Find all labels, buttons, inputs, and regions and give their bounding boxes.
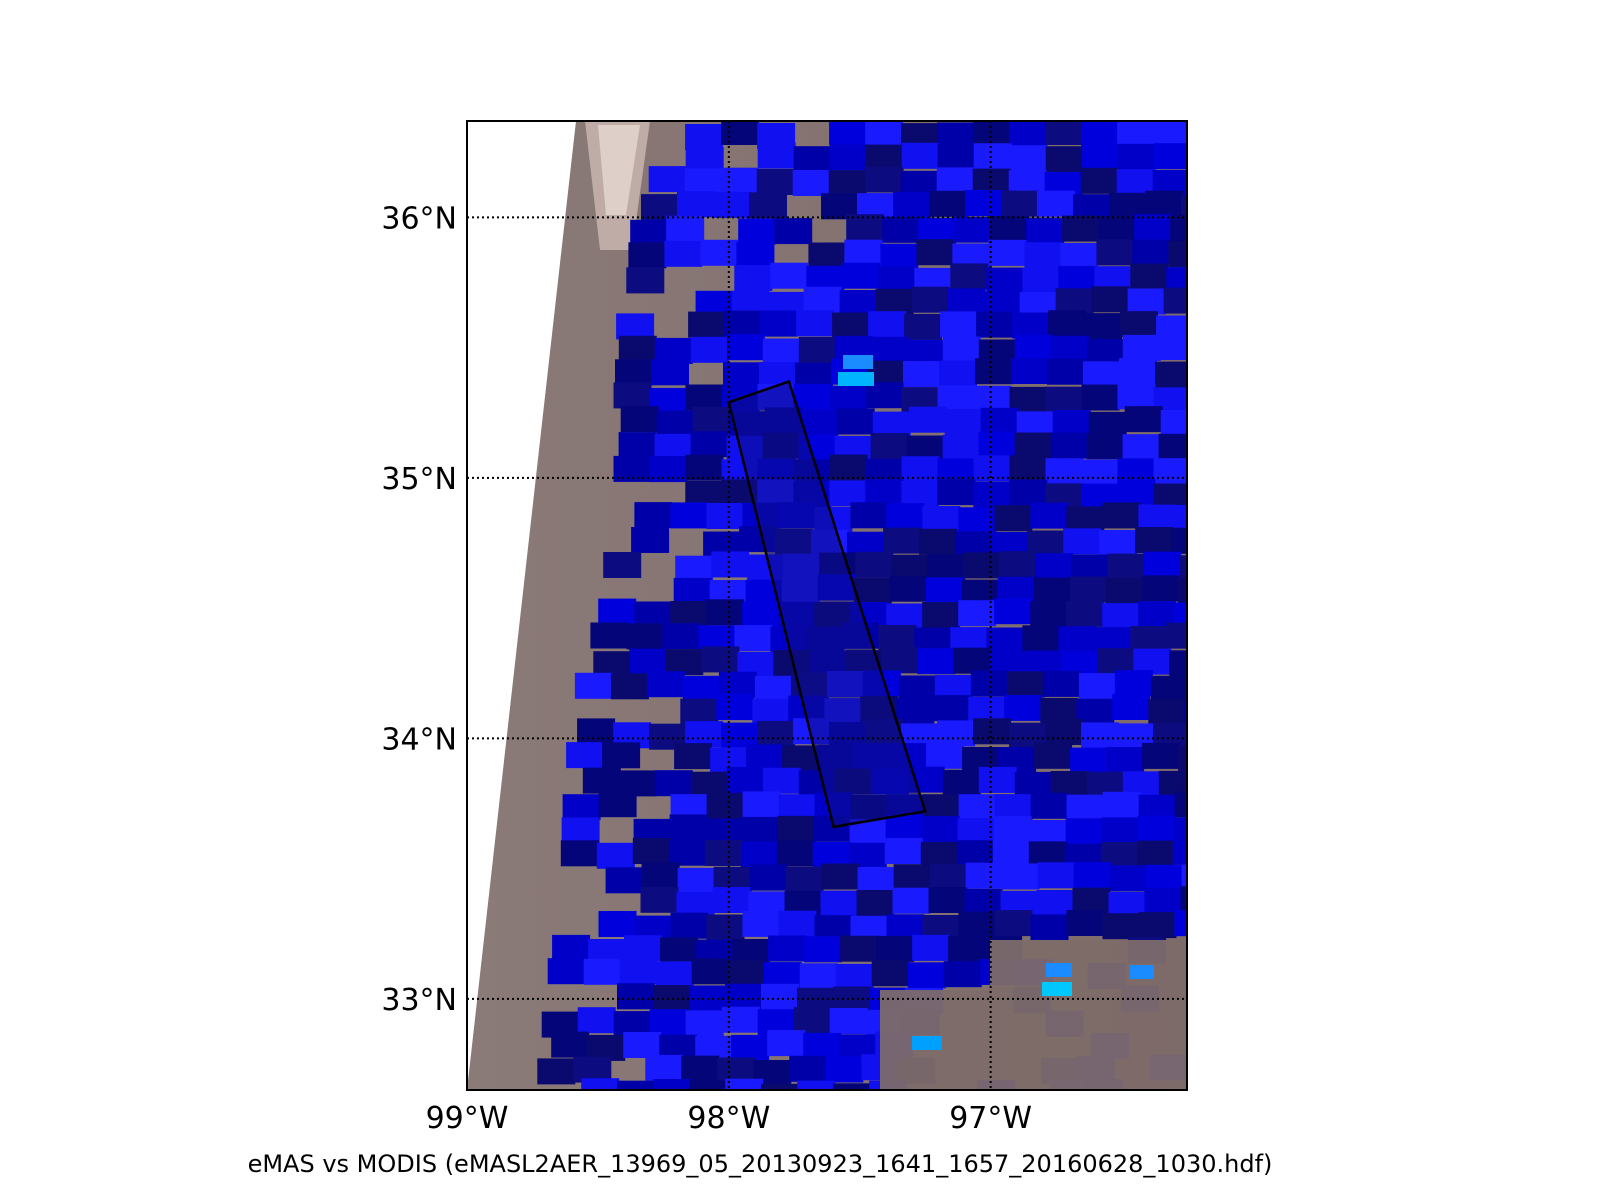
longitude-tick-label: 99°W xyxy=(426,1101,509,1136)
latitude-tick-label: 34°N xyxy=(381,722,457,757)
aerosol-pixel-layer xyxy=(537,121,1187,1090)
emas-flight-track xyxy=(727,379,927,829)
longitude-tick-label: 98°W xyxy=(687,1101,770,1136)
longitude-tick-labels: 99°W 98°W 97°W xyxy=(426,1101,1032,1136)
high-aod-pixels xyxy=(838,355,1154,1050)
map-plot-area xyxy=(467,121,1187,1090)
latitude-tick-label: 35°N xyxy=(381,462,457,497)
latitude-tick-label: 36°N xyxy=(381,201,457,236)
gridlines xyxy=(467,121,1187,1090)
longitude-tick-label: 97°W xyxy=(949,1101,1032,1136)
map-frame xyxy=(466,120,1188,1091)
latitude-tick-labels: 36°N 35°N 34°N 33°N xyxy=(381,201,457,1017)
latitude-tick-label: 33°N xyxy=(381,983,457,1018)
figure-caption: eMAS vs MODIS (eMASL2AER_13969_05_201309… xyxy=(247,1150,1273,1178)
